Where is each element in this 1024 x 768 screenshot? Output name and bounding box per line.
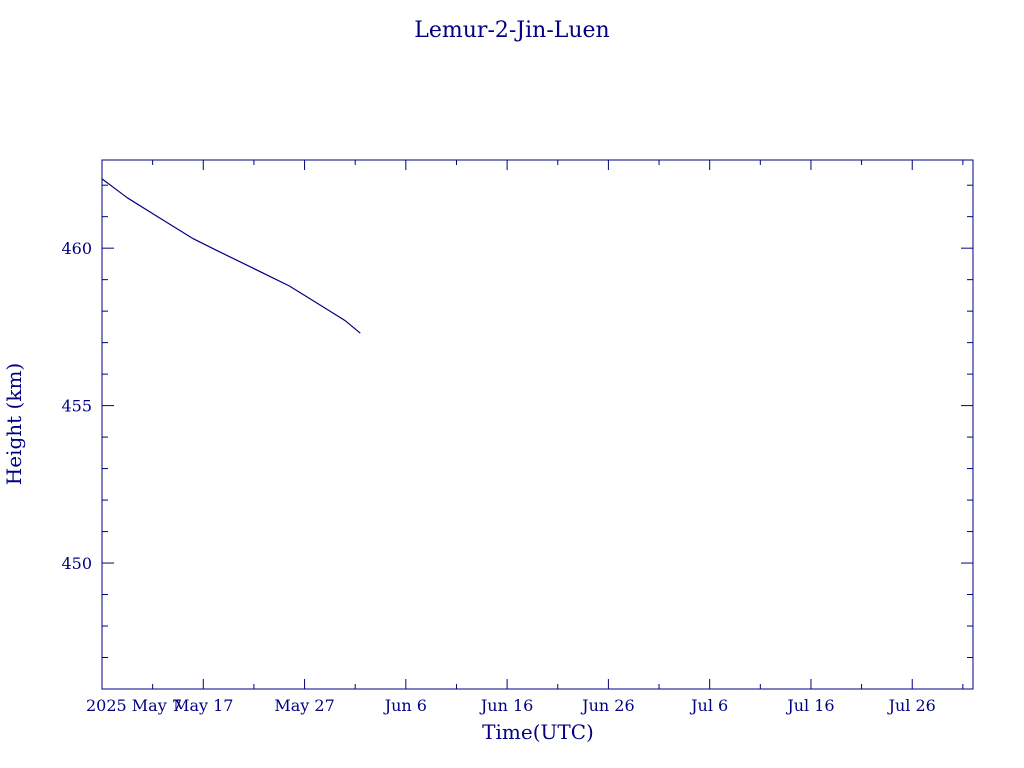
x-tick-label: Jun 26	[580, 696, 634, 715]
x-tick-label: Jul 6	[689, 696, 728, 715]
plot-frame	[101, 159, 974, 690]
y-tick-label: 460	[61, 239, 92, 258]
x-tick-label: 2025 May 7	[86, 696, 182, 715]
height-series-line	[101, 178, 361, 334]
x-tick-label: Jun 16	[479, 696, 533, 715]
y-tick-label: 450	[61, 554, 92, 573]
x-tick-label: Jun 6	[383, 696, 427, 715]
x-tick-label: May 17	[173, 696, 233, 715]
x-tick-label: May 27	[274, 696, 334, 715]
y-axis-label: Height (km)	[2, 363, 26, 485]
x-tick-label: Jul 16	[785, 696, 834, 715]
y-tick-labels: 450 455 460	[61, 239, 92, 573]
x-axis-label: Time(UTC)	[482, 720, 594, 744]
chart-title: Lemur-2-Jin-Luen	[414, 18, 609, 43]
x-tick-label: Jul 26	[887, 696, 936, 715]
axis-ticks	[101, 160, 973, 690]
y-tick-label: 455	[61, 397, 92, 416]
